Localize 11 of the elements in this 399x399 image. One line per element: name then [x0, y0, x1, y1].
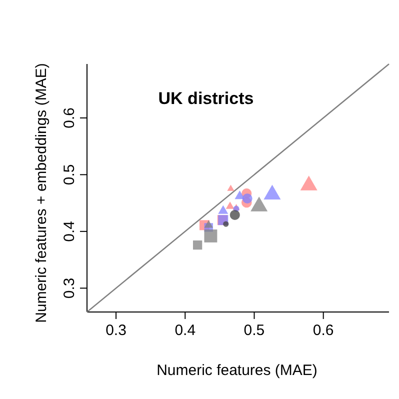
- y-tick-label: 0.5: [61, 164, 78, 186]
- x-tick-label: 0.5: [244, 322, 265, 339]
- x-tick-label: 0.3: [106, 322, 126, 339]
- x-tick-label: 0.6: [312, 322, 334, 339]
- y-axis-title: Numeric features + embeddings (MAE): [33, 63, 50, 323]
- x-tick-label: 0.4: [174, 322, 196, 339]
- y-tick-label: 0.6: [61, 107, 78, 128]
- x-axis-title: Numeric features (MAE): [156, 362, 318, 379]
- y-tick-label: 0.4: [61, 220, 78, 242]
- y-tick-label: 0.3: [61, 278, 78, 299]
- text: UK districts: [158, 89, 254, 108]
